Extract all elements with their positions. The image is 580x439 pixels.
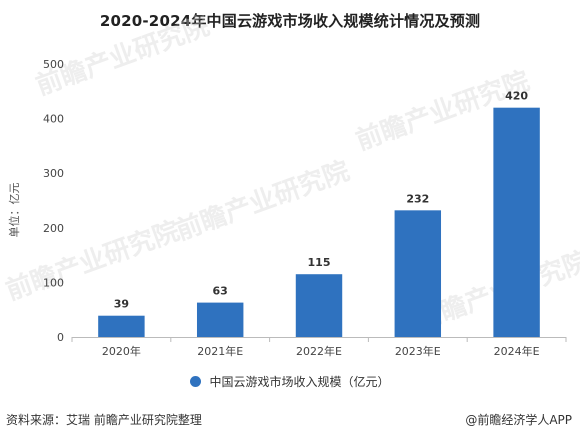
legend-label: 中国云游戏市场收入规模（亿元） (209, 375, 390, 389)
brand-credit: @前瞻经济学人APP (465, 413, 572, 427)
data-label: 39 (114, 298, 129, 311)
watermark-group: 前瞻产业研究院 前瞻产业研究院 前瞻产业研究院 前瞻产业研究院 前瞻产业研究院 (2, 10, 580, 336)
x-tick-label: 2023年E (395, 344, 441, 358)
source-note: 资料来源：艾瑞 前瞻产业研究院整理 (6, 413, 202, 427)
watermark-text: 前瞻产业研究院 (172, 155, 354, 246)
x-tick-label: 2022年E (296, 344, 342, 358)
y-tick-label: 100 (43, 276, 64, 289)
y-tick-label: 0 (57, 331, 64, 344)
axes-group: 0 100 200 300 400 500 2020年 2021年E 2022年E 2023年E 2… (43, 58, 567, 358)
data-label: 63 (213, 285, 228, 298)
data-label: 420 (505, 90, 528, 103)
x-tick-label: 2021年E (197, 344, 243, 358)
legend-marker (190, 376, 202, 387)
bars-group (98, 107, 540, 338)
watermark-text: 前瞻产业研究院 (2, 215, 184, 306)
data-label: 115 (308, 256, 331, 269)
legend: 中国云游戏市场收入规模（亿元） (0, 373, 580, 390)
y-tick-label: 400 (43, 113, 64, 126)
bar (196, 302, 244, 337)
x-tick-label: 2020年 (102, 344, 141, 358)
chart-title: 2020-2024年中国云游戏市场收入规模统计情况及预测 (99, 12, 481, 30)
bar (295, 274, 343, 337)
y-axis-label: 单位：亿元 (8, 182, 21, 238)
bar (493, 107, 540, 338)
y-tick-label: 500 (43, 58, 64, 71)
x-tick-label: 2024年E (494, 344, 540, 358)
y-tick-label: 200 (43, 222, 64, 235)
bar (394, 210, 442, 337)
watermark-text: 前瞻产业研究院 (32, 10, 214, 101)
data-labels-group: 39 63 115 232 420 (114, 90, 529, 311)
data-label: 232 (406, 192, 429, 205)
bar (98, 315, 145, 337)
y-tick-label: 300 (43, 167, 64, 180)
